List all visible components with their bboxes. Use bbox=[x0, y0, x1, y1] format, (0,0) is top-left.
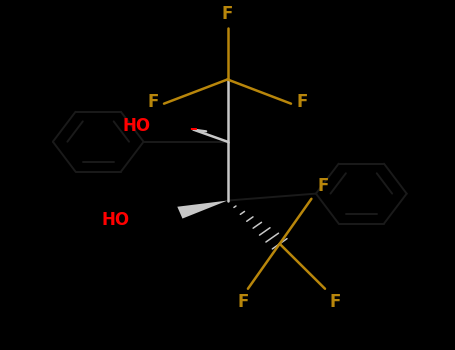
Text: HO: HO bbox=[122, 117, 151, 135]
Text: F: F bbox=[297, 93, 308, 111]
Text: HO: HO bbox=[102, 211, 130, 229]
Text: F: F bbox=[147, 93, 158, 111]
Text: F: F bbox=[222, 5, 233, 23]
Polygon shape bbox=[177, 201, 228, 218]
Text: F: F bbox=[238, 293, 249, 311]
Text: F: F bbox=[317, 177, 329, 195]
Text: F: F bbox=[329, 293, 341, 311]
Text: –: – bbox=[189, 121, 197, 136]
